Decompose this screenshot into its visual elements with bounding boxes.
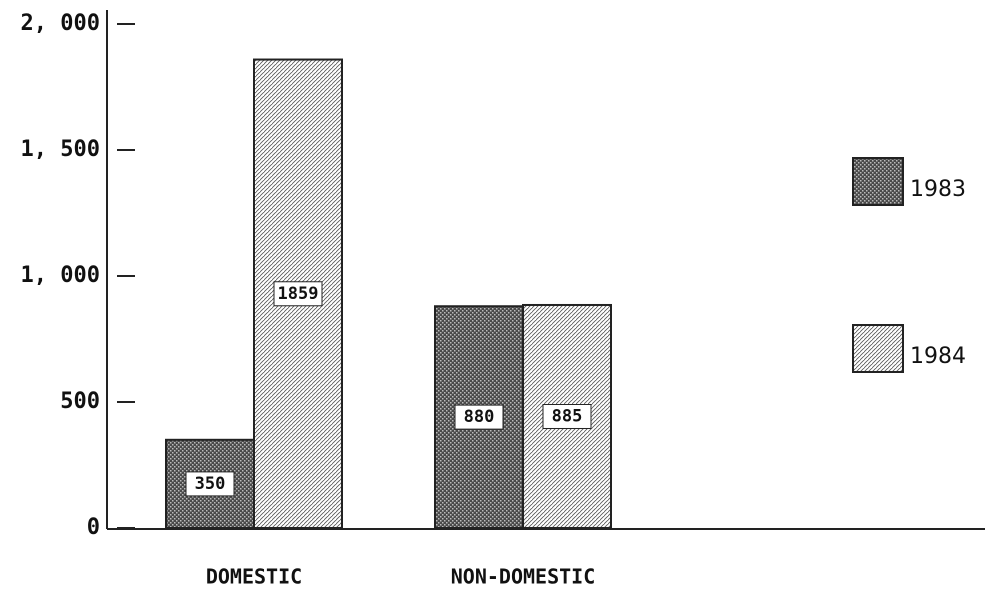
legend-label: 1983 [910,177,966,202]
legend-swatch [852,157,904,206]
y-tick-label: 1, 000 [21,263,100,288]
x-tick-label: NON-DOMESTIC [451,565,596,589]
legend-label: 1984 [910,344,966,369]
x-tick-label: DOMESTIC [206,565,302,589]
value-label: 885 [552,406,583,426]
y-tick-label: 0 [87,515,100,540]
value-label: 880 [464,407,495,427]
value-label-bg [273,281,323,307]
value-label: 1859 [278,284,319,304]
value-label-bg [542,403,592,429]
y-tick-label: 2, 000 [21,11,100,36]
value-label-bg [185,471,235,497]
value-label-bg [454,404,504,430]
legend-swatch [852,324,904,373]
value-label: 350 [195,474,226,494]
y-tick-label: 1, 500 [21,137,100,162]
y-tick-label: 500 [60,389,100,414]
